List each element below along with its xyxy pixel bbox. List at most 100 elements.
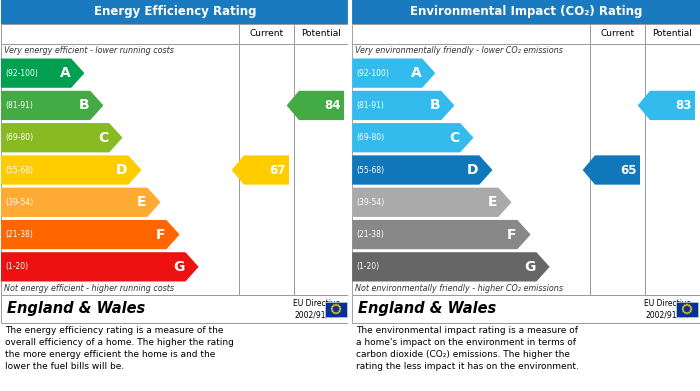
Text: B: B bbox=[78, 99, 90, 113]
Text: Environmental Impact (CO₂) Rating: Environmental Impact (CO₂) Rating bbox=[410, 5, 642, 18]
Text: E: E bbox=[137, 195, 146, 209]
Text: England & Wales: England & Wales bbox=[358, 301, 496, 316]
Bar bbox=[352, 295, 700, 323]
Text: (55-68): (55-68) bbox=[356, 165, 384, 174]
Bar bbox=[1, 24, 349, 295]
Text: (21-38): (21-38) bbox=[5, 230, 33, 239]
Polygon shape bbox=[335, 311, 337, 315]
Text: (92-100): (92-100) bbox=[5, 69, 38, 78]
Text: (1-20): (1-20) bbox=[356, 262, 379, 271]
Text: 83: 83 bbox=[676, 99, 692, 112]
Polygon shape bbox=[232, 155, 289, 185]
Bar bbox=[676, 301, 698, 316]
Text: 2002/91/EC: 2002/91/EC bbox=[646, 310, 690, 319]
Polygon shape bbox=[682, 309, 685, 312]
Text: (81-91): (81-91) bbox=[356, 101, 384, 110]
Text: (69-80): (69-80) bbox=[5, 133, 33, 142]
Polygon shape bbox=[332, 303, 335, 307]
Text: D: D bbox=[467, 163, 478, 177]
Text: England & Wales: England & Wales bbox=[7, 301, 146, 316]
Text: F: F bbox=[507, 228, 517, 242]
Text: 65: 65 bbox=[620, 163, 637, 176]
Polygon shape bbox=[338, 309, 342, 312]
Polygon shape bbox=[352, 220, 531, 249]
Polygon shape bbox=[352, 123, 473, 152]
Polygon shape bbox=[1, 188, 160, 217]
Polygon shape bbox=[352, 188, 512, 217]
Text: (92-100): (92-100) bbox=[356, 69, 389, 78]
Polygon shape bbox=[339, 307, 342, 310]
Polygon shape bbox=[689, 305, 692, 308]
Text: Potential: Potential bbox=[302, 29, 342, 38]
Polygon shape bbox=[683, 311, 687, 314]
Text: D: D bbox=[116, 163, 127, 177]
Text: B: B bbox=[430, 99, 440, 113]
Text: F: F bbox=[156, 228, 165, 242]
Text: Very environmentally friendly - lower CO₂ emissions: Very environmentally friendly - lower CO… bbox=[355, 46, 563, 55]
Text: 2002/91/EC: 2002/91/EC bbox=[295, 310, 339, 319]
Polygon shape bbox=[690, 307, 693, 310]
Polygon shape bbox=[681, 307, 685, 310]
Polygon shape bbox=[1, 123, 122, 152]
Text: (39-54): (39-54) bbox=[5, 198, 34, 207]
Polygon shape bbox=[352, 155, 493, 185]
Polygon shape bbox=[338, 305, 342, 308]
Text: (21-38): (21-38) bbox=[356, 230, 384, 239]
Text: EU Directive: EU Directive bbox=[293, 300, 341, 308]
Polygon shape bbox=[582, 155, 640, 185]
Text: Not energy efficient - higher running costs: Not energy efficient - higher running co… bbox=[4, 284, 174, 293]
Polygon shape bbox=[352, 91, 454, 120]
Polygon shape bbox=[330, 305, 334, 308]
Polygon shape bbox=[287, 91, 344, 120]
Bar bbox=[1, 0, 349, 24]
Polygon shape bbox=[1, 155, 141, 185]
Text: The energy efficiency rating is a measure of the
overall efficiency of a home. T: The energy efficiency rating is a measur… bbox=[5, 326, 234, 371]
Polygon shape bbox=[330, 307, 333, 310]
Polygon shape bbox=[337, 311, 340, 314]
Polygon shape bbox=[683, 303, 687, 307]
Text: (55-68): (55-68) bbox=[5, 165, 33, 174]
Text: G: G bbox=[524, 260, 536, 274]
Polygon shape bbox=[1, 91, 104, 120]
Text: EU Directive: EU Directive bbox=[645, 300, 692, 308]
Polygon shape bbox=[1, 252, 199, 282]
Polygon shape bbox=[638, 91, 695, 120]
Bar bbox=[352, 0, 700, 24]
Text: C: C bbox=[98, 131, 108, 145]
Text: A: A bbox=[60, 66, 70, 80]
Polygon shape bbox=[687, 311, 691, 314]
Polygon shape bbox=[689, 309, 692, 312]
Text: Energy Efficiency Rating: Energy Efficiency Rating bbox=[94, 5, 256, 18]
Text: The environmental impact rating is a measure of
a home's impact on the environme: The environmental impact rating is a mea… bbox=[356, 326, 579, 371]
Polygon shape bbox=[352, 252, 550, 282]
Text: Not environmentally friendly - higher CO₂ emissions: Not environmentally friendly - higher CO… bbox=[355, 284, 563, 293]
Polygon shape bbox=[687, 303, 691, 307]
Text: G: G bbox=[173, 260, 185, 274]
Text: (81-91): (81-91) bbox=[5, 101, 33, 110]
Text: Current: Current bbox=[601, 29, 635, 38]
Text: Current: Current bbox=[249, 29, 284, 38]
Bar bbox=[325, 301, 347, 316]
Polygon shape bbox=[332, 311, 335, 314]
Text: E: E bbox=[488, 195, 498, 209]
Polygon shape bbox=[685, 311, 689, 315]
Text: 84: 84 bbox=[325, 99, 341, 112]
Bar bbox=[352, 24, 700, 295]
Text: (69-80): (69-80) bbox=[356, 133, 384, 142]
Text: (1-20): (1-20) bbox=[5, 262, 28, 271]
Text: A: A bbox=[410, 66, 421, 80]
Bar bbox=[1, 295, 349, 323]
Text: 67: 67 bbox=[270, 163, 286, 176]
Text: C: C bbox=[449, 131, 459, 145]
Polygon shape bbox=[337, 303, 340, 307]
Polygon shape bbox=[1, 220, 180, 249]
Polygon shape bbox=[330, 309, 334, 312]
Polygon shape bbox=[685, 303, 689, 306]
Polygon shape bbox=[335, 303, 337, 306]
Text: Potential: Potential bbox=[652, 29, 692, 38]
Polygon shape bbox=[352, 59, 435, 88]
Text: (39-54): (39-54) bbox=[356, 198, 384, 207]
Polygon shape bbox=[1, 59, 85, 88]
Polygon shape bbox=[682, 305, 685, 308]
Text: Very energy efficient - lower running costs: Very energy efficient - lower running co… bbox=[4, 46, 174, 55]
